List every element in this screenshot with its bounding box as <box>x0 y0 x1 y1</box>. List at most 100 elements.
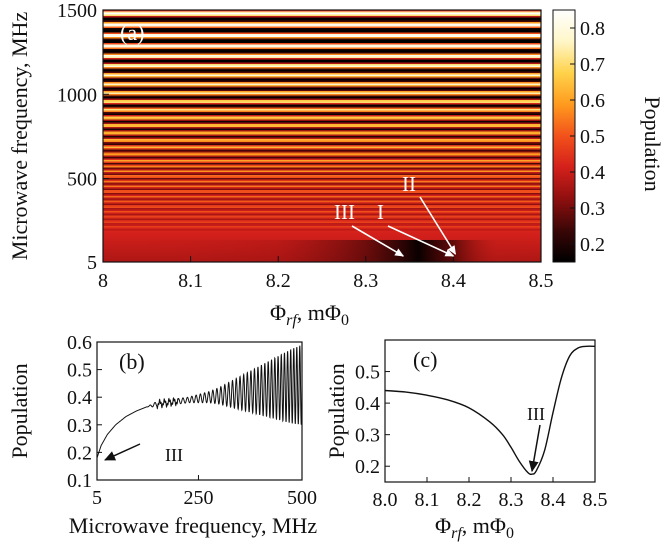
panel-b-y-tick-label: 0.5 <box>67 360 92 382</box>
heatmap-stripe <box>103 82 541 84</box>
heatmap-stripe <box>103 107 541 110</box>
panel-b-x-label: Microwave frequency, MHz <box>69 513 318 538</box>
heatmap-stripe <box>103 182 541 185</box>
heatmap-stripe <box>103 56 541 59</box>
heatmap-stripe <box>103 95 541 98</box>
heatmap-stripe <box>103 202 541 204</box>
phi-symbol: Φ <box>270 300 286 325</box>
panel-b-series-line <box>96 345 303 459</box>
heatmap-stripe <box>103 100 541 102</box>
heatmap-stripe <box>103 197 541 200</box>
panel-b-y-tick-label: 0.3 <box>67 415 92 437</box>
heatmap-stripe <box>103 97 541 99</box>
heatmap-stripe <box>103 88 541 90</box>
heatmap-stripe <box>103 73 541 75</box>
heatmap-stripe <box>103 152 541 155</box>
heatmap-stripe <box>103 112 541 114</box>
arrow-III <box>351 225 405 257</box>
rf-subscript: rf <box>286 312 299 329</box>
heatmap-stripe <box>103 103 541 105</box>
heatmap-stripe <box>103 230 541 233</box>
annotation-II: II <box>402 172 416 196</box>
heatmap-stripe <box>103 133 541 135</box>
heatmap-stripe <box>103 86 541 89</box>
heatmap-stripe <box>103 235 541 237</box>
heatmap-stripe <box>103 80 541 83</box>
heatmap-stripe <box>103 139 541 141</box>
heatmap-stripe <box>103 167 541 170</box>
heatmap-stripe <box>103 13 541 15</box>
heatmap-y-tick-label: 1500 <box>57 0 97 22</box>
heatmap-stripe <box>103 61 541 63</box>
arrow-I <box>387 225 455 257</box>
heatmap-stripe <box>103 55 541 57</box>
panel-b-arrow <box>104 443 141 461</box>
heatmap-stripe <box>103 164 541 167</box>
heatmap-stripe <box>103 136 541 138</box>
heatmap-stripe <box>103 209 541 212</box>
heatmap-stripe <box>103 172 541 174</box>
heatmap-y-label: Microwave frequency, MHz <box>7 12 32 261</box>
heatmap-stripe <box>103 28 541 30</box>
panel-a: 8 8.1 8.2 8.3 8.4 8.5 5 500 1000 1500 (a) Microw… <box>7 0 665 329</box>
heatmap-stripe <box>103 16 541 18</box>
panel-c-arrow <box>528 424 541 473</box>
panel-c-x-tick-label: 8.2 <box>457 489 482 511</box>
heatmap-stripe <box>103 158 541 161</box>
heatmap-stripe <box>103 116 541 119</box>
panel-c-frame <box>384 339 596 483</box>
heatmap-image <box>103 10 541 263</box>
colorbar-tick-label: 0.2 <box>580 234 605 256</box>
panel-c-y-tick-label: 0.5 <box>355 362 380 384</box>
heatmap-stripe <box>103 14 541 17</box>
heatmap-stripe <box>103 208 541 210</box>
heatmap-stripe <box>103 227 541 230</box>
heatmap-stripe <box>103 224 541 227</box>
heatmap-stripe <box>103 37 541 39</box>
heatmap-x-tick-label: 8.2 <box>266 270 291 292</box>
panel-c-series-line <box>384 345 596 475</box>
heatmap-stripe <box>103 31 541 33</box>
heatmap-stripe <box>103 137 541 140</box>
heatmap-stripe <box>103 154 541 156</box>
heatmap-stripe <box>103 157 541 159</box>
heatmap-stripe <box>103 109 541 111</box>
heatmap-stripe <box>103 140 541 143</box>
heatmap-stripe <box>103 38 541 41</box>
heatmap-stripe <box>103 41 541 44</box>
heatmap-stripe <box>103 206 541 209</box>
panel-c: 8.0 8.1 8.2 8.3 8.4 8.5 0.2 0.3 0.4 0.5 (c) Popu… <box>324 339 608 542</box>
panel-b-x-tick-label: 500 <box>287 487 317 509</box>
heatmap-stripe <box>103 62 541 65</box>
heatmap-stripe <box>103 229 541 231</box>
heatmap-stripe <box>103 113 541 116</box>
heatmap-stripe <box>103 143 541 146</box>
heatmap-stripe <box>103 22 541 24</box>
panel-b-x-tick-label: 250 <box>183 487 213 509</box>
heatmap-stripe <box>103 17 541 20</box>
panel-c-x-tick-label: 8.5 <box>583 489 608 511</box>
panel-b-x-ticks: 5 250 500 <box>92 475 317 509</box>
heatmap-stripe <box>103 134 541 137</box>
heatmap-stripe <box>103 29 541 32</box>
panel-c-x-tick-label: 8.1 <box>415 489 440 511</box>
panel-label-a: (a) <box>120 20 144 45</box>
heatmap-stripe <box>103 187 541 189</box>
heatmap-stripe <box>103 212 541 215</box>
heatmap-stripe <box>103 92 541 95</box>
heatmap-stripe <box>103 64 541 66</box>
heatmap-stripe <box>103 155 541 158</box>
colorbar-tick-label: 0.7 <box>580 54 605 76</box>
panel-b-annotation-III: III <box>165 445 183 465</box>
panel-b-y-tick-label: 0.4 <box>67 387 92 409</box>
heatmap-stripe <box>103 70 541 72</box>
heatmap-x-tick-label: 8 <box>98 270 108 292</box>
heatmap-stripe <box>103 199 541 201</box>
heatmap-stripe <box>103 79 541 81</box>
heatmap-x-tick-label: 8.5 <box>529 270 554 292</box>
arrow-II <box>419 196 457 255</box>
heatmap-stripe <box>103 214 541 216</box>
heatmap-stripe <box>103 176 541 179</box>
heatmap-stripe <box>103 52 541 54</box>
heatmap-stripe <box>103 163 541 165</box>
